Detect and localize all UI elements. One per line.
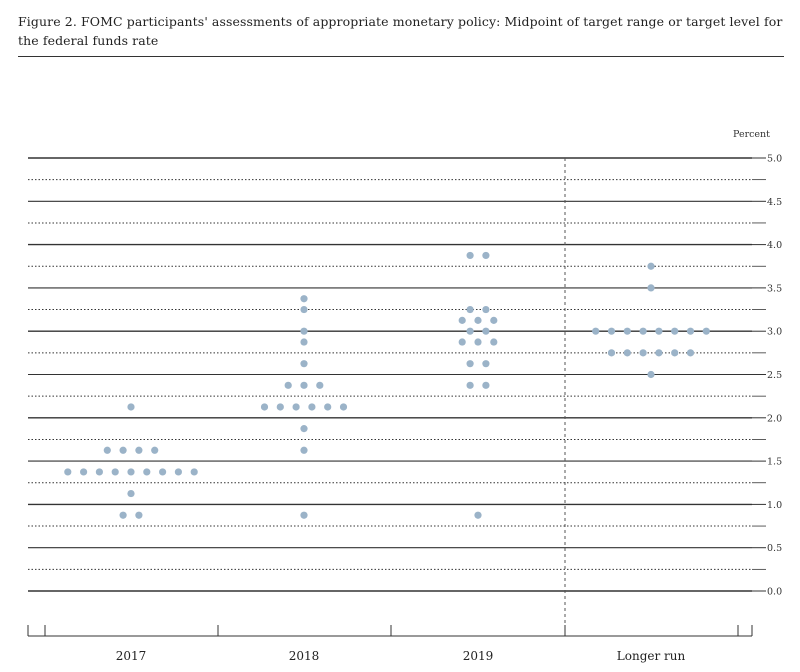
dot-point xyxy=(466,327,474,335)
y-tick-label: 0.0 xyxy=(767,587,782,598)
dot-point xyxy=(324,403,332,411)
dot-point xyxy=(655,327,663,335)
y-axis-unit-label: Percent xyxy=(733,129,770,140)
dot-point xyxy=(300,446,308,454)
dot-point xyxy=(466,381,474,389)
dot-point xyxy=(458,338,466,346)
y-tick-label: 3.0 xyxy=(767,327,782,338)
dot-point xyxy=(702,327,710,335)
grid-lines xyxy=(28,157,766,592)
dot-point xyxy=(151,446,159,454)
dot-point xyxy=(119,511,127,519)
category-labels: 2017 2018 2019 Longer run xyxy=(116,649,686,663)
dot-point xyxy=(647,284,655,292)
y-tick-label: 1.5 xyxy=(767,457,782,468)
dot-point xyxy=(103,446,111,454)
dot-point xyxy=(111,468,119,476)
dot-point xyxy=(482,360,490,368)
dot-point xyxy=(300,305,308,314)
y-tick-label: 2.0 xyxy=(767,413,782,424)
dot-point xyxy=(300,338,308,346)
dot-point xyxy=(80,468,88,476)
caption-rule xyxy=(18,56,784,57)
dot-point xyxy=(671,349,679,357)
dot-point xyxy=(639,349,647,357)
dot-point xyxy=(466,305,474,314)
dot-point xyxy=(292,403,300,411)
dot-point xyxy=(474,316,482,324)
dot-point xyxy=(300,425,308,433)
dot-point xyxy=(135,511,143,519)
y-tick-label: 0.5 xyxy=(767,543,782,554)
dot-point xyxy=(284,381,292,389)
y-tick-label: 1.0 xyxy=(767,500,782,511)
dot-point xyxy=(686,327,695,335)
dot-point xyxy=(159,468,167,476)
dot-point xyxy=(119,446,127,454)
dot-point xyxy=(474,511,482,519)
dot-point xyxy=(466,251,474,260)
dot-point xyxy=(482,305,490,314)
dot-point xyxy=(260,403,269,411)
dot-point xyxy=(300,511,308,519)
y-tick-label: 4.0 xyxy=(767,240,782,251)
dot-point xyxy=(458,316,466,324)
dot-point xyxy=(276,403,284,411)
y-tick-label: 4.5 xyxy=(767,197,782,208)
y-tick-labels: 5.0 4.5 4.0 3.5 3.0 2.5 2.0 1.5 1.0 0.5 0.0 xyxy=(767,154,782,598)
dot-point xyxy=(482,327,490,335)
dot-point xyxy=(671,327,679,335)
x-axis xyxy=(27,625,753,637)
dot-point xyxy=(490,316,498,324)
dot-point xyxy=(474,338,482,346)
dot-point xyxy=(174,468,182,476)
dot-point xyxy=(647,262,655,270)
x-category-label: 2019 xyxy=(463,649,494,663)
x-category-label: Longer run xyxy=(617,649,686,663)
dot-point xyxy=(686,349,695,357)
dot-point xyxy=(127,489,135,498)
dot-point xyxy=(466,360,474,368)
dot-point xyxy=(95,468,103,476)
dot-point xyxy=(308,403,316,411)
dot-point xyxy=(490,338,498,346)
dot-point xyxy=(623,327,631,335)
x-category-label: 2017 xyxy=(116,649,147,663)
dot-point xyxy=(190,468,198,476)
dot-point xyxy=(143,468,151,476)
dot-point xyxy=(339,403,348,411)
dot-point xyxy=(607,349,616,357)
figure-caption: Figure 2. FOMC participants' assessments… xyxy=(18,14,783,48)
dot-point xyxy=(316,381,324,389)
dot-point xyxy=(482,251,490,260)
dot-point xyxy=(639,327,647,335)
dots xyxy=(64,251,710,519)
dot-point xyxy=(655,349,663,357)
dot-point xyxy=(592,327,600,335)
dot-point xyxy=(300,360,308,368)
dot-point xyxy=(623,349,631,357)
dot-point xyxy=(300,295,308,303)
dot-point xyxy=(135,446,143,454)
y-tick-label: 5.0 xyxy=(767,154,782,165)
dot-point xyxy=(127,468,135,476)
dot-point xyxy=(300,381,308,389)
dot-point xyxy=(647,370,655,379)
y-tick-label: 2.5 xyxy=(767,370,782,381)
dot-point xyxy=(127,403,135,411)
x-category-label: 2018 xyxy=(289,649,320,663)
y-tick-label: 3.5 xyxy=(767,283,782,294)
dot-point xyxy=(607,327,616,335)
dot-point xyxy=(64,468,72,476)
dot-point xyxy=(482,381,490,389)
dot-point xyxy=(300,327,308,335)
